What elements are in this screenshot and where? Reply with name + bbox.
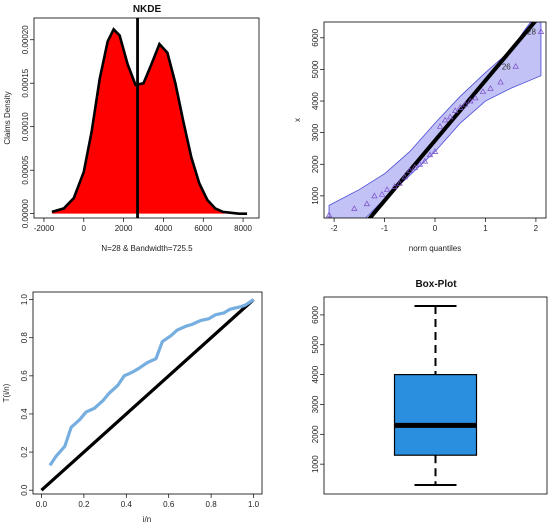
nkde-xtick-label: 8000	[234, 224, 252, 233]
nkde-xtick-label: 4000	[155, 224, 173, 233]
ttt-xtick-label: 1.0	[248, 500, 260, 509]
qq-ytick-label: 5000	[311, 60, 320, 78]
nkde-xtick-label: 2000	[115, 224, 133, 233]
nkde-x-label: N=28 & Bandwidth=725.5	[101, 244, 193, 253]
ttt-ytick-label: 0.0	[20, 484, 29, 496]
qq-ytick-label: 6000	[311, 28, 320, 46]
ttt-y-label: T(i/n)	[2, 383, 11, 402]
ttt-panel: 0.0 0.2 0.4 0.6 0.8 1.0 0.0 0.2 0.4 0.6 0.8 1.0 i/n…	[2, 292, 262, 524]
nkde-xtick-label: -2000	[34, 224, 55, 233]
nkde-xtick-label: 0	[82, 224, 87, 233]
ttt-xtick-label: 0.6	[163, 500, 175, 509]
nkde-xtick-label: 6000	[194, 224, 212, 233]
qq-reference-line	[324, 8, 546, 272]
box-ytick-label: 5000	[311, 335, 320, 353]
qq-point-label: 26	[502, 62, 511, 71]
box-ytick-label: 3000	[311, 395, 320, 413]
boxplot-panel: Box-Plot 1000 2000 3000 4000 5000 6000	[311, 279, 547, 494]
box-ytick-label: 6000	[311, 305, 320, 323]
boxplot-title: Box-Plot	[415, 279, 457, 290]
qq-point-label: 28	[527, 27, 536, 36]
ttt-xtick-label: 0.4	[121, 500, 133, 509]
ttt-x-label: i/n	[143, 515, 151, 524]
nkde-title: NKDE	[133, 4, 162, 15]
confidence-band	[329, 9, 541, 246]
qq-ytick-label: 2000	[311, 155, 320, 173]
nkde-y-label: Claims Density	[3, 91, 12, 144]
qq-ytick-label: 1000	[311, 186, 320, 204]
ttt-ytick-label: 0.8	[20, 332, 29, 344]
qq-clipped-content	[324, 8, 546, 272]
density-area	[52, 29, 247, 213]
qq-xtick-label: 2	[534, 224, 539, 233]
qq-ytick-label: 3000	[311, 123, 320, 141]
qq-y-label: x	[293, 118, 302, 122]
nkde-ytick-label: 0.00010	[21, 112, 30, 141]
nkde-panel: NKDE -2000 0 2000 4000 6000 8000 0.00000 0.0000…	[3, 4, 259, 253]
qq-xtick-label: -1	[381, 224, 389, 233]
qq-ytick-label: 4000	[311, 92, 320, 110]
box-ytick-label: 4000	[311, 365, 320, 383]
interquartile-box	[395, 375, 477, 456]
ttt-xtick-label: 0.2	[78, 500, 90, 509]
nkde-ytick-label: 0.00015	[21, 68, 30, 97]
box-ytick-label: 1000	[311, 455, 320, 473]
qq-xtick-label: 0	[433, 224, 438, 233]
qq-xtick-label: 1	[483, 224, 488, 233]
qq-x-label: norm quantiles	[409, 244, 461, 253]
qq-xtick-label: -2	[331, 224, 339, 233]
diagonal-reference-line	[41, 300, 253, 491]
nkde-ytick-label: 0.00000	[21, 199, 30, 228]
ttt-xtick-label: 0.0	[36, 500, 48, 509]
qq-panel: 28 26 -2 -1 0 1 2 1000 2000 3000 4000 5000 6000 norm…	[293, 8, 546, 272]
ttt-ytick-label: 0.6	[20, 370, 29, 382]
ttt-curve	[50, 300, 254, 466]
box-ytick-label: 2000	[311, 425, 320, 443]
ttt-ytick-label: 1.0	[20, 294, 29, 306]
ttt-ytick-label: 0.4	[20, 408, 29, 420]
ttt-xtick-label: 0.8	[206, 500, 218, 509]
nkde-ytick-label: 0.00020	[21, 25, 30, 54]
nkde-ytick-label: 0.00005	[21, 155, 30, 184]
ttt-ytick-label: 0.2	[20, 446, 29, 458]
